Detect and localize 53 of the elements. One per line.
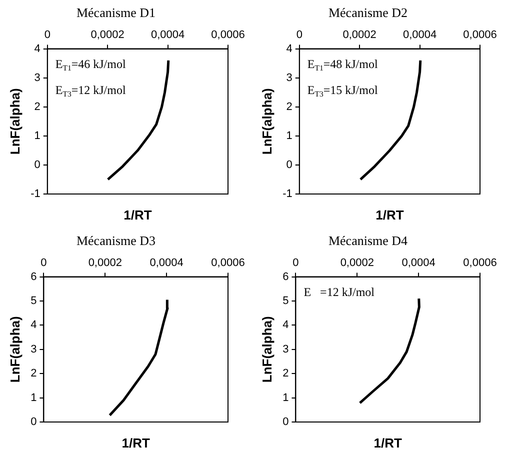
y-tick-label: 0 <box>30 416 37 428</box>
y-tick-label: 3 <box>286 72 292 84</box>
y-axis-title: LnF(alpha) <box>259 88 274 155</box>
x-tick-label: 0,0006 <box>211 29 245 42</box>
x-tick-label: 0,0004 <box>150 257 184 270</box>
y-axis-title: LnF(alpha) <box>7 316 22 383</box>
x-tick-label: 0,0006 <box>211 257 245 270</box>
x-axis-title: 1/RT <box>374 436 402 451</box>
y-tick-label: 4 <box>282 319 289 332</box>
x-tick-label: 0 <box>296 29 302 42</box>
annotation: E =12 kJ/mol <box>304 284 376 299</box>
y-tick-label: 4 <box>30 319 37 332</box>
y-tick-label: -1 <box>30 188 40 200</box>
chart-title: Mécanisme D4 <box>328 233 408 248</box>
chart-title: Mécanisme D3 <box>76 233 156 248</box>
x-axis-title: 1/RT <box>124 208 152 223</box>
y-tick-label: 4 <box>286 42 292 55</box>
x-tick-label: 0,0004 <box>402 29 437 42</box>
y-tick-label: 3 <box>282 343 289 356</box>
chart-title: Mécanisme D2 <box>328 5 408 20</box>
y-tick-label: 2 <box>282 368 289 380</box>
x-tick-label: 0 <box>44 29 50 42</box>
x-tick-label: 0,0002 <box>88 257 122 270</box>
y-tick-label: 2 <box>30 368 37 380</box>
x-tick-label: 0,0002 <box>340 257 374 270</box>
y-tick-label: 5 <box>30 295 37 308</box>
y-tick-label: 1 <box>34 130 40 142</box>
y-tick-label: 0 <box>34 158 40 171</box>
y-tick-label: 5 <box>282 295 289 308</box>
y-tick-label: 6 <box>30 270 37 283</box>
x-tick-label: 0,0006 <box>463 29 497 42</box>
x-tick-label: 0,0002 <box>90 29 124 42</box>
y-tick-label: 0 <box>286 158 292 171</box>
x-tick-label: 0,0006 <box>463 257 497 270</box>
chart-title: Mécanisme D1 <box>76 5 156 20</box>
x-tick-label: 0,0004 <box>402 257 436 270</box>
y-tick-label: 0 <box>282 416 289 428</box>
y-tick-label: 3 <box>34 72 40 84</box>
x-axis-title: 1/RT <box>122 436 150 451</box>
y-tick-label: 2 <box>286 100 292 113</box>
y-tick-label: 3 <box>30 343 37 356</box>
x-axis-title: 1/RT <box>376 208 404 223</box>
y-tick-label: 1 <box>286 130 292 142</box>
y-axis-title: LnF(alpha) <box>259 316 274 383</box>
x-tick-label: 0,0004 <box>150 29 185 42</box>
y-axis-title: LnF(alpha) <box>7 88 22 155</box>
y-tick-label: 1 <box>282 392 289 404</box>
y-tick-label: 4 <box>34 42 40 55</box>
y-tick-label: -1 <box>282 188 292 200</box>
y-tick-label: 2 <box>34 100 40 113</box>
x-tick-label: 0,0002 <box>342 29 376 42</box>
y-tick-label: 1 <box>30 392 37 404</box>
y-tick-label: 6 <box>282 270 289 283</box>
